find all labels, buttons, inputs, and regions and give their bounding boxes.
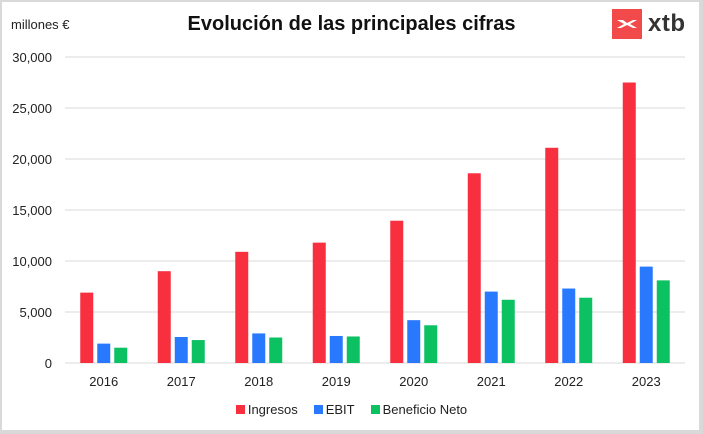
bar-ingresos-2020 (390, 220, 404, 363)
x-tick-label: 2016 (89, 374, 118, 389)
bar-beneficio-neto-2023 (656, 280, 670, 363)
y-axis-unit-label: millones € (11, 17, 70, 32)
bar-ingresos-2018 (235, 251, 249, 363)
bar-ebit-2021 (484, 291, 498, 363)
bar-ingresos-2021 (467, 173, 481, 363)
bar-ebit-2020 (407, 320, 421, 363)
y-tick-label: 25,000 (12, 101, 52, 116)
bar-ebit-2016 (97, 343, 111, 363)
bar-beneficio-neto-2019 (346, 336, 360, 363)
legend-item: Beneficio Neto (370, 402, 468, 417)
bar-beneficio-neto-2017 (191, 340, 205, 363)
y-tick-label: 0 (45, 356, 52, 371)
y-tick-label: 5,000 (19, 305, 52, 320)
legend-swatch (370, 405, 380, 414)
bar-beneficio-neto-2016 (114, 347, 128, 363)
bar-ingresos-2022 (545, 147, 559, 363)
bar-ebit-2019 (329, 335, 343, 363)
y-tick-label: 20,000 (12, 152, 52, 167)
x-tick-label: 2019 (322, 374, 351, 389)
bar-ebit-2023 (639, 266, 653, 363)
brand-logo: xtb (612, 9, 692, 39)
y-tick-label: 10,000 (12, 254, 52, 269)
bar-ebit-2022 (562, 288, 576, 363)
x-tick-label: 2018 (244, 374, 273, 389)
y-tick-label: 15,000 (12, 203, 52, 218)
bar-beneficio-neto-2022 (579, 297, 593, 363)
bar-beneficio-neto-2018 (269, 337, 283, 363)
bar-ebit-2018 (252, 333, 266, 363)
legend-label: Ingresos (247, 402, 298, 417)
x-tick-label: 2023 (632, 374, 661, 389)
bar-ebit-2017 (174, 336, 188, 363)
brand-logo-icon (612, 9, 642, 39)
chart-title: Evolución de las principales cifras (187, 13, 516, 35)
legend-item: Ingresos (235, 402, 298, 417)
brand-logo-text: xtb (648, 10, 686, 37)
bar-ingresos-2016 (80, 292, 94, 363)
x-tick-label: 2017 (167, 374, 196, 389)
x-tick-label: 2020 (399, 374, 428, 389)
bar-beneficio-neto-2020 (424, 325, 438, 363)
legend-item: EBIT (313, 402, 355, 417)
bar-ingresos-2023 (622, 82, 636, 363)
y-tick-label: 30,000 (12, 50, 52, 65)
bar-beneficio-neto-2021 (501, 299, 515, 363)
legend-label: EBIT (325, 402, 355, 417)
bar-ingresos-2019 (312, 242, 326, 363)
bar-ingresos-2017 (157, 271, 171, 363)
x-tick-label: 2021 (477, 374, 506, 389)
legend-label: Beneficio Neto (382, 402, 468, 417)
legend-swatch (235, 405, 245, 414)
legend-swatch (313, 405, 323, 414)
x-tick-label: 2022 (554, 374, 583, 389)
chart-legend: Ingresos EBIT Beneficio Neto (0, 402, 703, 417)
